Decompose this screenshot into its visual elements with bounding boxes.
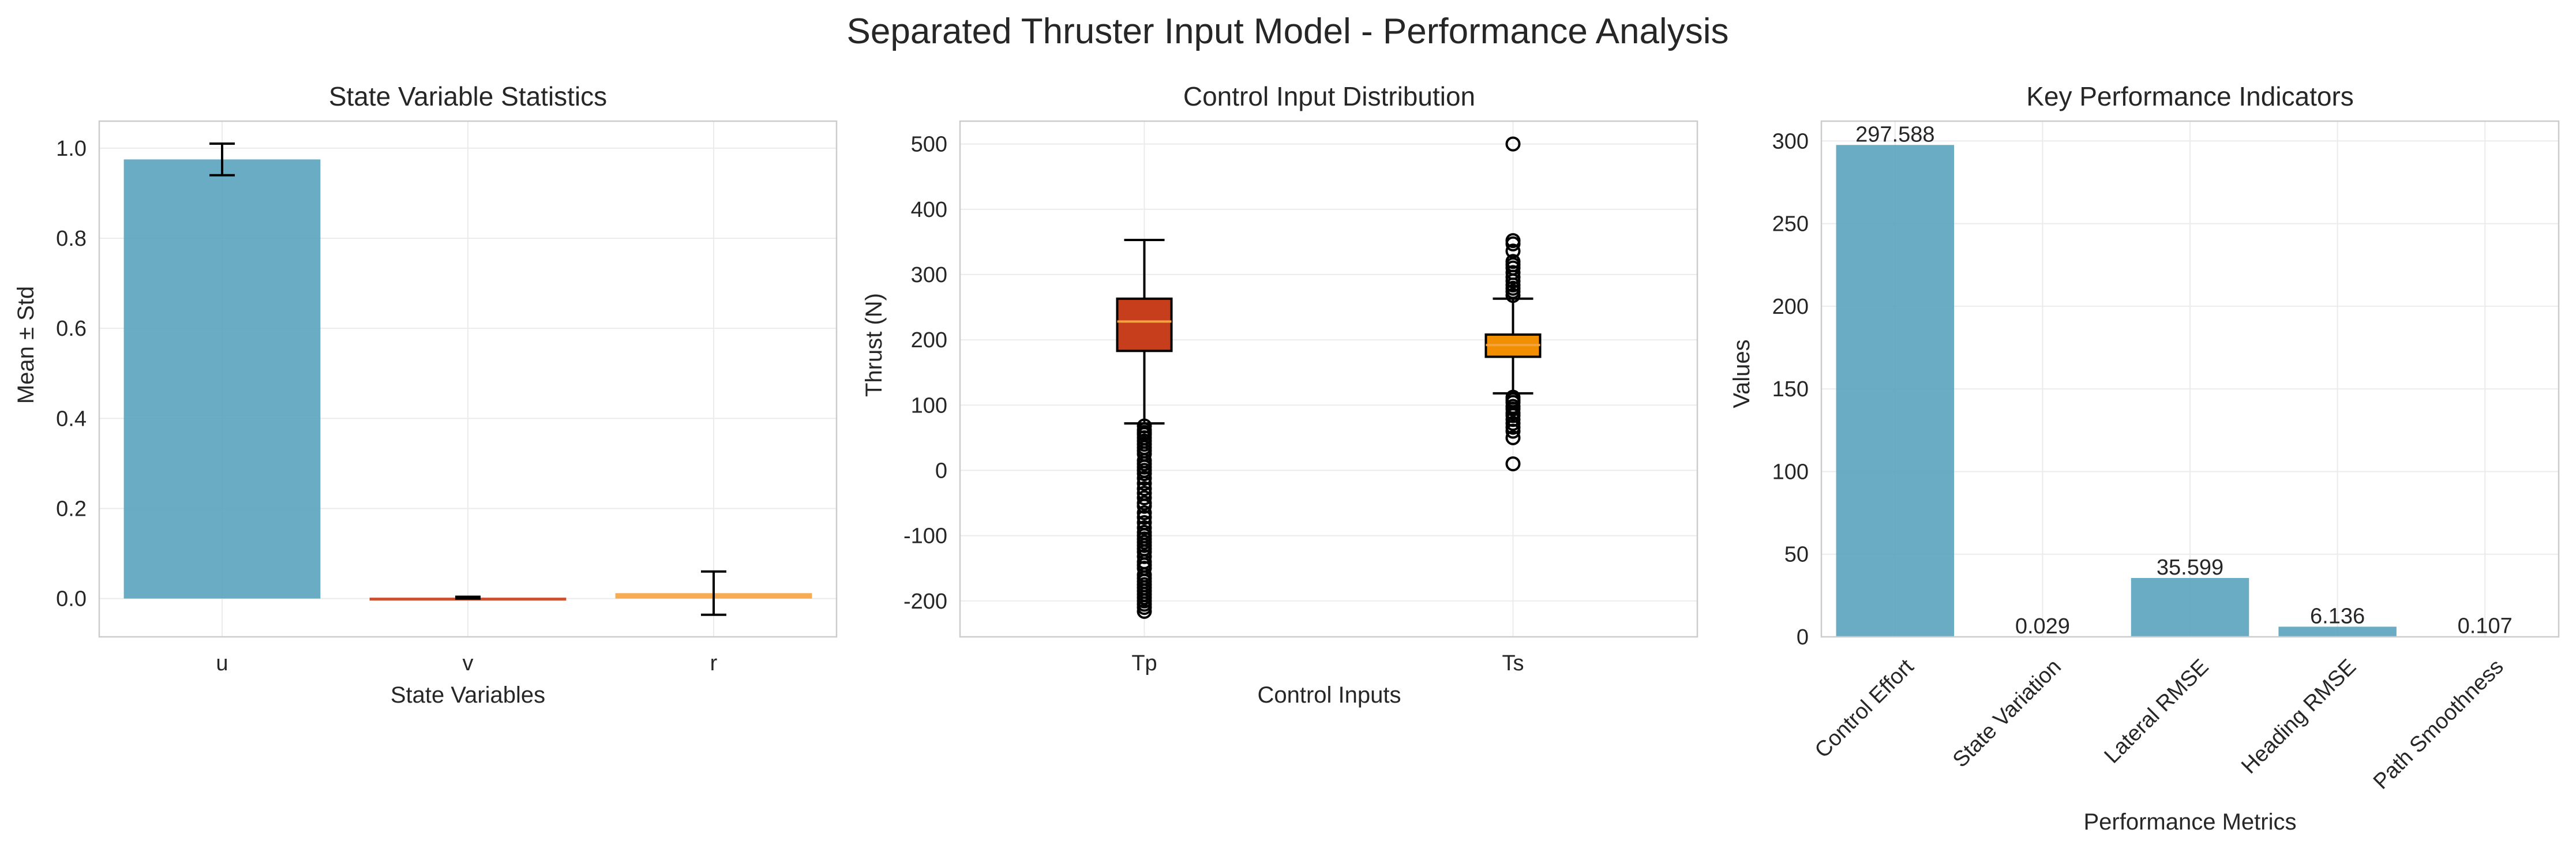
data-label: 297.588 [1855, 122, 1934, 147]
outlier-Tp [1137, 603, 1152, 619]
y-tick-label: 1.0 [56, 137, 87, 161]
y-tick-label: 100 [1772, 460, 1809, 484]
plot-frame [1820, 120, 2560, 638]
y-tick-label: 0.4 [56, 407, 87, 431]
outlier-Tp [1137, 476, 1152, 491]
y-tick-label: 0.8 [56, 227, 87, 251]
y-tick-label: 300 [1772, 129, 1809, 153]
outlier-Ts [1505, 288, 1521, 303]
x-tick-label-Ts: Ts [1502, 651, 1524, 675]
outlier-Tp [1137, 498, 1152, 514]
x-tick-label-v: v [463, 651, 474, 675]
plot-frame [98, 120, 838, 638]
panel-title: Key Performance Indicators [2026, 81, 2354, 111]
y-tick-label: 0 [935, 459, 947, 483]
outlier-Tp [1137, 509, 1152, 525]
panel-control-input-distribution: Control Input Distribution Control Input… [861, 81, 1698, 708]
y-axis-label: Mean ± Std [13, 286, 39, 404]
y-tick-label: 50 [1784, 543, 1809, 567]
bar-heading-rmse [2278, 626, 2397, 637]
outlier-Tp [1137, 490, 1152, 505]
y-tick-label: 0 [1797, 625, 1809, 650]
outlier-Tp [1137, 520, 1152, 536]
x-tick-label-u: u [216, 651, 228, 675]
y-tick-label: 150 [1772, 377, 1809, 401]
outlier-Tp [1137, 471, 1152, 486]
y-tick-label: 500 [911, 133, 947, 157]
y-tick-label: 0.2 [56, 497, 87, 521]
panel-title: State Variable Statistics [329, 81, 607, 111]
panel-title: Control Input Distribution [1183, 81, 1475, 111]
x-axis-label: Performance Metrics [2084, 809, 2297, 835]
y-tick-label: 0.6 [56, 317, 87, 341]
panel-state-variable-statistics: State Variable Statistics State Variable… [13, 81, 838, 708]
y-tick-label: 200 [911, 328, 947, 352]
bar-control-effort [1836, 145, 1955, 637]
outlier-Ts [1505, 136, 1521, 152]
data-label: 6.136 [2310, 604, 2365, 628]
y-tick-label: 100 [911, 393, 947, 418]
y-tick-label: 400 [911, 198, 947, 222]
y-tick-label: -100 [903, 524, 947, 549]
box-Tp [1116, 297, 1173, 352]
y-tick-label: 300 [911, 263, 947, 287]
data-label: 0.107 [2458, 614, 2513, 639]
y-tick-label: 0.0 [56, 587, 87, 611]
x-axis-label: State Variables [391, 682, 545, 708]
x-tick-label-r: r [710, 651, 718, 675]
outlier-Ts [1505, 456, 1521, 472]
outlier-Tp [1137, 466, 1152, 482]
outlier-Tp [1137, 481, 1152, 497]
outlier-Ts [1505, 430, 1521, 445]
outlier-Ts [1505, 236, 1521, 252]
y-tick-label: 250 [1772, 212, 1809, 237]
outlier-Ts [1505, 423, 1521, 439]
bar-lateral-rmse [2131, 577, 2249, 637]
outlier-Tp [1137, 505, 1152, 520]
data-label: 35.599 [2157, 556, 2223, 580]
y-tick-label: -200 [903, 590, 947, 614]
y-tick-label: 200 [1772, 295, 1809, 319]
data-label: 0.029 [2015, 614, 2070, 639]
y-axis-label: Thrust (N) [861, 293, 887, 397]
plot-frame [959, 120, 1698, 638]
bar-u [123, 159, 321, 599]
y-axis-label: Values [1729, 339, 1754, 408]
x-tick-label-Tp: Tp [1131, 651, 1157, 675]
figure-title: Separated Thruster Input Model - Perform… [847, 12, 1729, 51]
x-axis-label: Control Inputs [1257, 682, 1401, 708]
